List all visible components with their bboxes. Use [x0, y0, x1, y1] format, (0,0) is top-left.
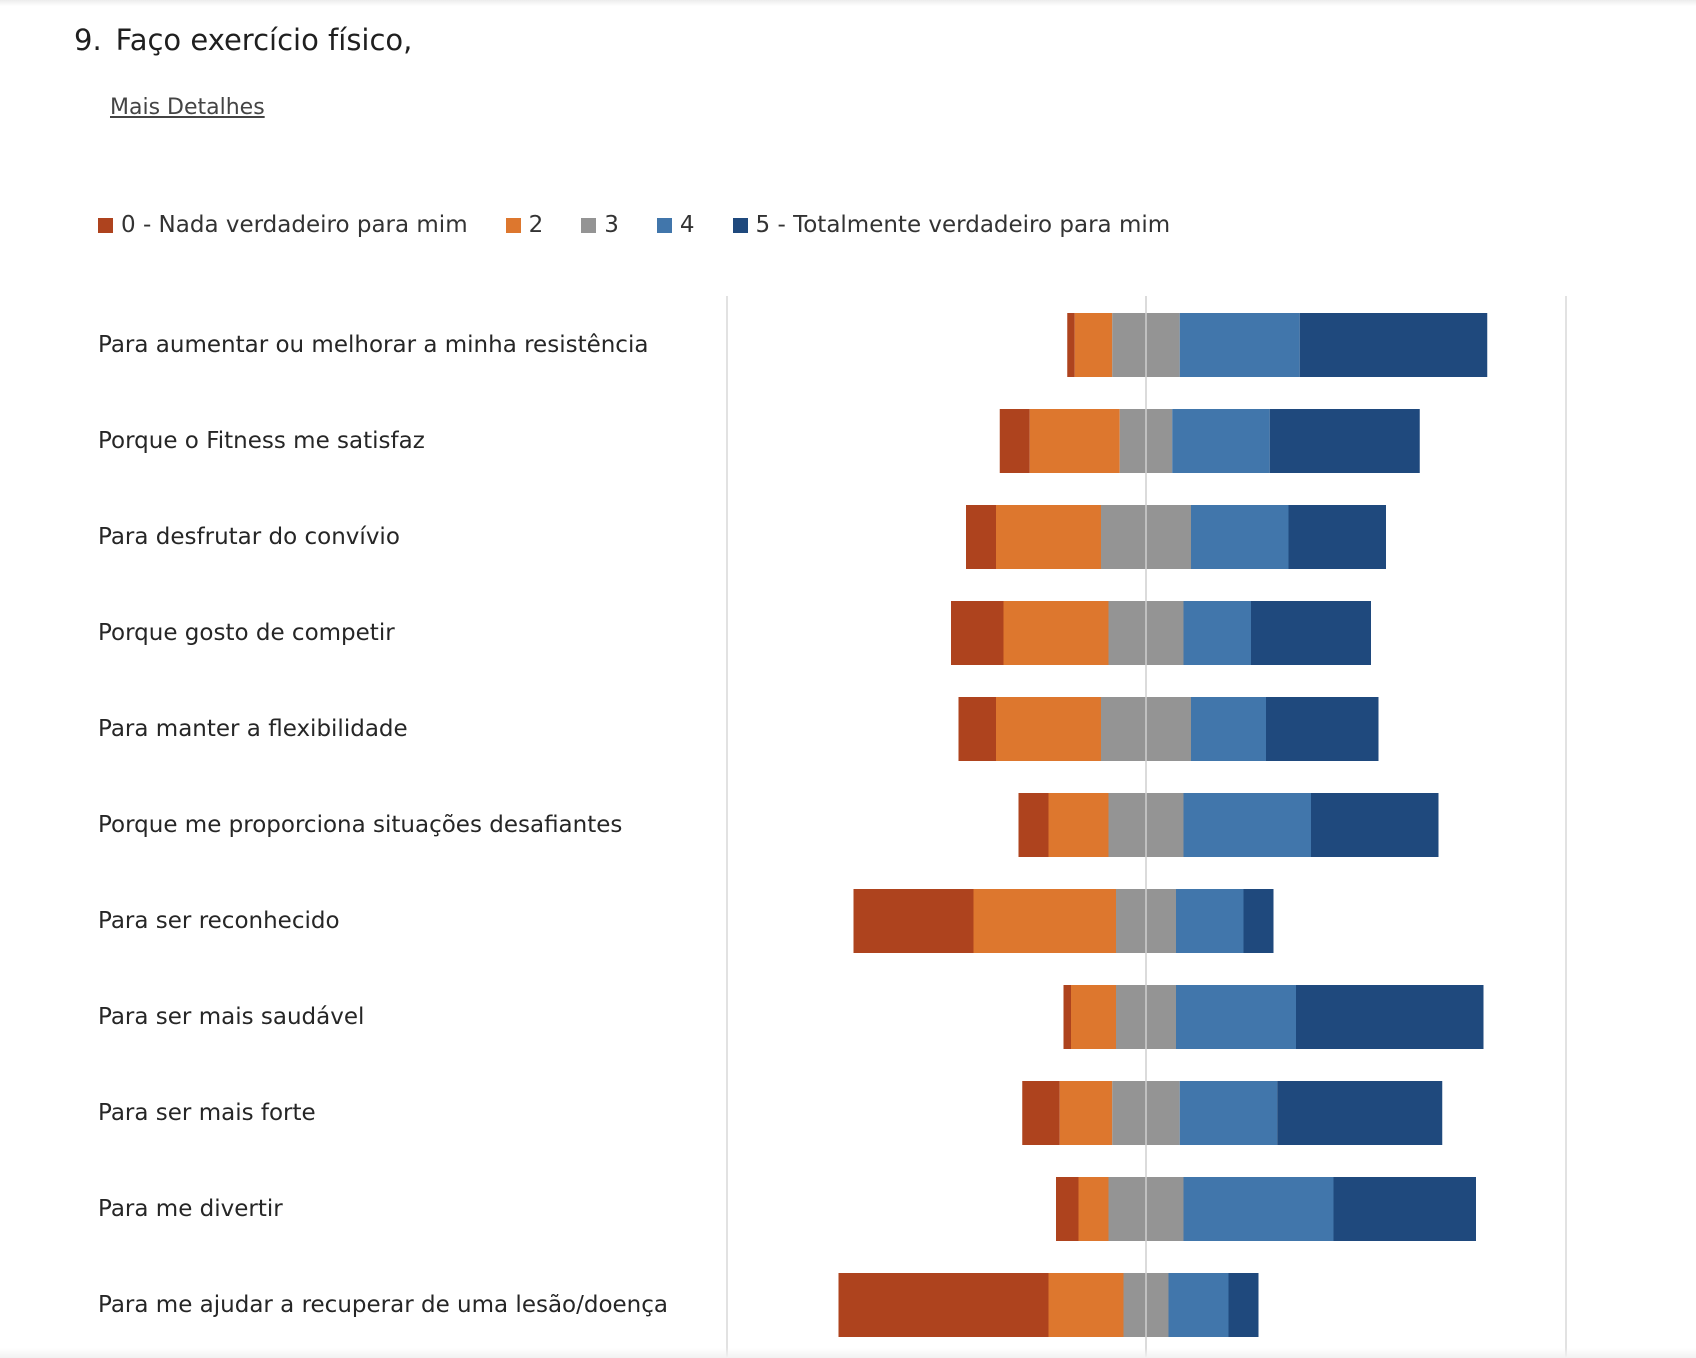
legend-label-4: 4 — [679, 212, 695, 238]
bar-segment[interactable] — [1172, 409, 1270, 473]
bar-segment[interactable] — [1179, 1081, 1278, 1145]
legend-label-3: 3 — [604, 212, 619, 238]
bar-segment[interactable] — [1048, 1273, 1124, 1337]
legend-item-4: 4 — [656, 212, 695, 238]
legend-label-2: 2 — [528, 212, 544, 238]
question-text: Faço exercício físico, — [115, 23, 413, 57]
bar-segment[interactable] — [1074, 313, 1113, 377]
bar-segment[interactable] — [958, 697, 997, 761]
bar-segment[interactable] — [1059, 1081, 1113, 1145]
bar-segment[interactable] — [999, 409, 1030, 473]
bar-segment[interactable] — [1048, 793, 1109, 857]
category-label: Porque gosto de competir — [98, 620, 395, 646]
bar-segment[interactable] — [966, 505, 996, 569]
bar-segment[interactable] — [1333, 1177, 1477, 1241]
legend-item-5: 5 - Totalmente verdadeiro para mim — [732, 212, 1171, 238]
question-number: 9. — [74, 23, 102, 57]
bar-segment[interactable] — [973, 889, 1117, 953]
bar-segment[interactable] — [1191, 505, 1289, 569]
legend-item-0: 0 - Nada verdadeiro para mim — [98, 212, 468, 238]
bar-segment[interactable] — [1296, 985, 1484, 1049]
category-label: Para manter a flexibilidade — [98, 716, 408, 742]
bar-segment[interactable] — [1003, 601, 1109, 665]
legend-label-5: 5 - Totalmente verdadeiro para mim — [755, 212, 1171, 238]
legend-item-3: 3 — [581, 212, 619, 238]
category-label: Para ser mais saudável — [98, 1004, 365, 1030]
bar-segment[interactable] — [1071, 985, 1116, 1049]
question-title: 9. Faço exercício físico, — [74, 18, 412, 62]
bar-segment[interactable] — [1183, 793, 1312, 857]
bar-segment[interactable] — [1056, 1177, 1079, 1241]
bar-segment[interactable] — [1311, 793, 1439, 857]
bar-segment[interactable] — [1191, 697, 1266, 761]
legend-swatch-0 — [98, 217, 113, 233]
bar-segment[interactable] — [1176, 889, 1244, 953]
top-shadow — [0, 0, 1696, 6]
bar-segment[interactable] — [1063, 985, 1072, 1049]
category-label: Porque o Fitness me satisfaz — [98, 428, 425, 454]
category-label: Para ser mais forte — [98, 1100, 316, 1126]
category-label: Para ser reconhecido — [98, 908, 340, 934]
bar-segment[interactable] — [996, 505, 1101, 569]
bar-segment[interactable] — [1022, 1081, 1060, 1145]
bar-segment[interactable] — [996, 697, 1101, 761]
bar-segment[interactable] — [1018, 793, 1049, 857]
bar-segment[interactable] — [1251, 601, 1371, 665]
chart-legend: 0 - Nada verdadeiro para mim 2 3 4 5 - T… — [98, 208, 1208, 242]
category-label: Para aumentar ou melhorar a minha resist… — [98, 332, 649, 358]
bar-segment[interactable] — [1183, 601, 1252, 665]
category-label: Para me ajudar a recuperar de uma lesão/… — [98, 1292, 669, 1318]
legend-swatch-4 — [656, 217, 672, 233]
legend-item-2: 2 — [505, 212, 544, 238]
bar-segment[interactable] — [1266, 697, 1379, 761]
bar-segment[interactable] — [1288, 505, 1387, 569]
category-label: Porque me proporciona situações desafian… — [98, 812, 623, 838]
bar-segment[interactable] — [1179, 313, 1300, 377]
bar-segment[interactable] — [1228, 1273, 1259, 1337]
bar-segment[interactable] — [1277, 1081, 1443, 1145]
bar-segment[interactable] — [1067, 313, 1075, 377]
legend-label-0: 0 - Nada verdadeiro para mim — [121, 212, 468, 238]
more-details-link[interactable]: Mais Detalhes — [110, 95, 265, 120]
bar-segment[interactable] — [853, 889, 974, 953]
category-label: Para desfrutar do convívio — [98, 524, 400, 550]
bar-segment[interactable] — [838, 1273, 1049, 1337]
category-label: Para me divertir — [98, 1196, 283, 1222]
legend-swatch-5 — [732, 217, 748, 233]
bar-segment[interactable] — [951, 601, 1004, 665]
bar-segment[interactable] — [1168, 1273, 1229, 1337]
bar-segment[interactable] — [1269, 409, 1420, 473]
bar-segment[interactable] — [1029, 409, 1120, 473]
bar-segment[interactable] — [1243, 889, 1274, 953]
bar-segment[interactable] — [1183, 1177, 1334, 1241]
legend-swatch-3 — [581, 217, 597, 233]
bar-segment[interactable] — [1176, 985, 1296, 1049]
bar-segment[interactable] — [1078, 1177, 1109, 1241]
legend-swatch-2 — [505, 217, 521, 233]
bar-segment[interactable] — [1299, 313, 1488, 377]
